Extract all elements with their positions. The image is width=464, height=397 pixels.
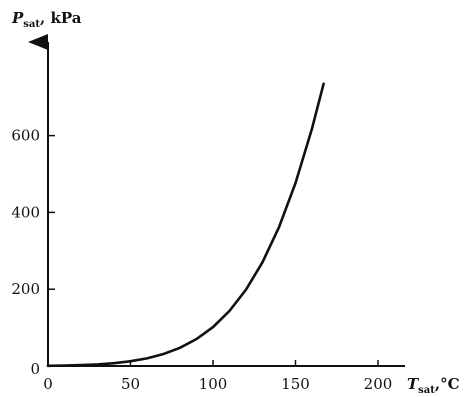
x-tick-label: 200 xyxy=(364,375,393,393)
x-axis-variable: T xyxy=(407,375,420,393)
x-axis-unit: ,°C xyxy=(435,375,460,393)
x-ticks: 50 100 150 200 xyxy=(121,360,392,393)
y-axis-title: Psat, kPa xyxy=(11,9,82,30)
saturation-curve xyxy=(46,82,325,368)
origin-y-label: 0 xyxy=(30,360,40,378)
y-ticks: 200 400 600 xyxy=(11,127,55,298)
y-axis-unit: , kPa xyxy=(40,9,82,27)
x-axis-subscript: sat xyxy=(418,385,435,396)
y-tick-label: 400 xyxy=(11,203,40,221)
x-tick-label: 150 xyxy=(281,375,310,393)
y-tick-label: 600 xyxy=(11,127,40,145)
x-axis-title: Tsat,°C xyxy=(407,375,460,396)
x-tick-label: 50 xyxy=(121,375,140,393)
y-axis-variable: P xyxy=(11,9,24,27)
origin-x-label: 0 xyxy=(43,375,53,393)
y-tick-label: 200 xyxy=(11,280,40,298)
x-tick-label: 100 xyxy=(199,375,228,393)
y-axis-subscript: sat xyxy=(23,19,40,30)
